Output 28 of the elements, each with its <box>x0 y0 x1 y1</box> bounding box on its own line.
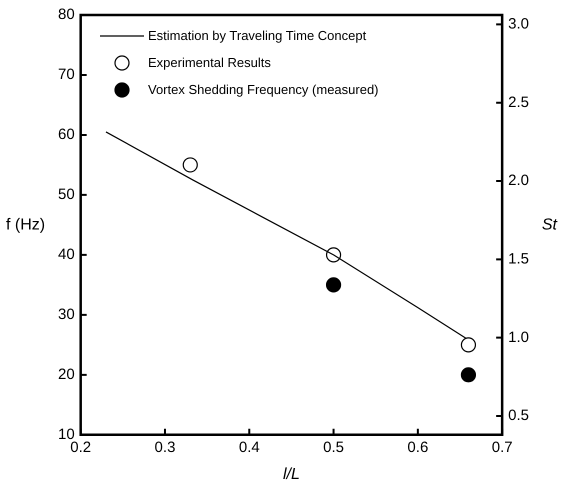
y2-tick-label: 1.0 <box>508 328 530 346</box>
y2-axis-title: St <box>542 216 558 234</box>
y-tick-label: 20 <box>58 366 75 383</box>
y-tick-label: 40 <box>58 246 75 264</box>
x-tick-label: 0.5 <box>323 438 344 456</box>
point <box>460 337 476 352</box>
point <box>182 157 198 173</box>
y2-tick-label: 0.5 <box>508 407 530 424</box>
y2-tick-label: 2.5 <box>508 94 530 111</box>
y-tick-label: 70 <box>58 66 75 84</box>
x-tick-label: 0.6 <box>407 438 428 456</box>
y-tick-label: 30 <box>58 306 75 323</box>
y-axis-title: f (Hz) <box>6 216 46 234</box>
point <box>326 277 342 292</box>
x-axis-title: l/L <box>282 466 300 483</box>
y-tick-label: 80 <box>58 6 75 24</box>
y2-tick-label: 3.0 <box>508 16 530 33</box>
y2-tick-label: 1.5 <box>508 250 530 268</box>
y-tick-label: 60 <box>58 126 75 144</box>
x-tick-label: 0.3 <box>154 438 176 456</box>
point <box>460 367 476 382</box>
y2-tick-label: 2.0 <box>508 172 530 190</box>
x-tick-label: 0.4 <box>238 438 260 456</box>
legend-label: Experimental Results <box>148 55 271 70</box>
x-tick-label: 0.7 <box>492 438 513 456</box>
y-tick-label: 50 <box>58 186 75 204</box>
legend-label: Vortex Shedding Frequency (measured) <box>148 82 379 97</box>
legend-label: Estimation by Traveling Time Concept <box>148 28 366 43</box>
